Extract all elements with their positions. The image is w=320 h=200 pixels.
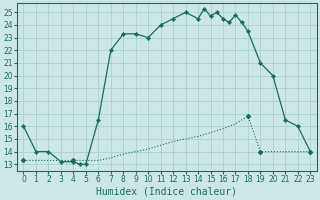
X-axis label: Humidex (Indice chaleur): Humidex (Indice chaleur) bbox=[96, 187, 237, 197]
